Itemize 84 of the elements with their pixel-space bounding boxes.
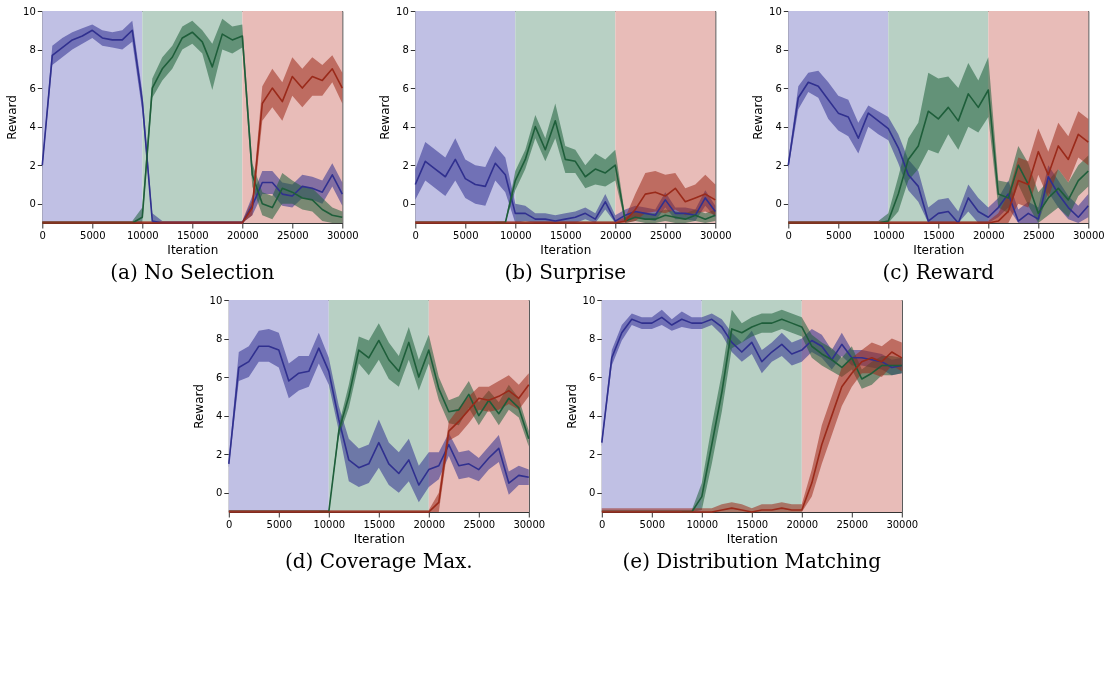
x-tick-label: 10000 — [499, 229, 532, 241]
y-tick-label: 0 — [775, 198, 782, 210]
x-tick-label: 5000 — [453, 229, 479, 241]
y-tick-label: 10 — [582, 294, 596, 306]
y-tick-label: 8 — [775, 44, 782, 56]
y-tick-label: 2 — [775, 159, 782, 171]
y-tick-label: 0 — [29, 198, 36, 210]
line-series — [787, 133, 1090, 224]
y-tick-label: 10 — [769, 5, 782, 17]
y-axis-title: Reward — [191, 384, 206, 429]
x-axis-title: Iteration — [913, 242, 965, 257]
y-tick-label: 8 — [402, 44, 409, 56]
y-tick-label: 6 — [215, 371, 223, 383]
x-tick-label: 15000 — [922, 229, 955, 241]
x-tick-label: 30000 — [699, 229, 732, 241]
x-axis-title: Iteration — [167, 242, 219, 257]
x-tick-label: 20000 — [413, 518, 446, 530]
x-tick-label: 30000 — [886, 518, 919, 530]
x-tick-label: 15000 — [736, 518, 769, 530]
line-series — [414, 187, 717, 224]
y-tick-label: 0 — [402, 198, 409, 210]
x-tick-label: 10000 — [872, 229, 905, 241]
x-tick-label: 20000 — [226, 229, 259, 241]
x-tick-label: 10000 — [126, 229, 159, 241]
text: (b) Surprise — [504, 260, 627, 284]
x-tick-label: 5000 — [266, 518, 293, 530]
x-tick-label: 0 — [226, 518, 233, 530]
x-tick-label: 25000 — [1022, 229, 1055, 241]
x-tick-label: 15000 — [549, 229, 582, 241]
y-tick-label: 4 — [215, 410, 223, 422]
x-tick-label: 0 — [412, 229, 419, 241]
x-tick-label: 5000 — [80, 229, 106, 241]
x-tick-label: 25000 — [649, 229, 682, 241]
x-axis-title: Iteration — [353, 531, 405, 546]
y-tick-label: 2 — [588, 448, 596, 460]
y-tick-label: 0 — [215, 487, 223, 499]
x-tick-label: 5000 — [826, 229, 852, 241]
y-tick-label: 6 — [588, 371, 596, 383]
x-tick-label: 15000 — [176, 229, 209, 241]
x-tick-label: 20000 — [786, 518, 819, 530]
x-tick-label: 0 — [39, 229, 46, 241]
y-tick-label: 4 — [402, 121, 409, 133]
line-series — [228, 345, 530, 486]
y-tick-label: 10 — [209, 294, 223, 306]
y-tick-label: 4 — [588, 410, 596, 422]
x-tick-label: 5000 — [639, 518, 666, 530]
y-tick-label: 2 — [402, 159, 409, 171]
y-tick-label: 4 — [29, 121, 36, 133]
x-axis-title: Iteration — [540, 242, 592, 257]
text: (e) Distribution Matching — [622, 549, 882, 573]
y-tick-label: 8 — [215, 333, 223, 345]
x-tick-label: 25000 — [463, 518, 496, 530]
x-tick-label: 30000 — [1072, 229, 1105, 241]
y-tick-label: 6 — [29, 82, 36, 94]
x-tick-label: 10000 — [686, 518, 719, 530]
y-tick-label: 8 — [588, 333, 596, 345]
y-tick-label: 0 — [588, 487, 596, 499]
y-tick-label: 2 — [215, 448, 223, 460]
x-tick-label: 30000 — [326, 229, 359, 241]
x-tick-label: 15000 — [363, 518, 396, 530]
y-axis-title: Reward — [751, 95, 766, 140]
y-tick-label: 6 — [775, 82, 782, 94]
x-tick-label: 0 — [785, 229, 792, 241]
text: (c) Reward — [882, 260, 995, 284]
y-tick-label: 6 — [402, 82, 409, 94]
y-tick-label: 10 — [396, 5, 409, 17]
x-tick-label: 20000 — [972, 229, 1005, 241]
x-tick-label: 10000 — [313, 518, 346, 530]
x-tick-label: 25000 — [836, 518, 869, 530]
y-tick-label: 8 — [29, 44, 36, 56]
x-tick-label: 25000 — [276, 229, 309, 241]
text: (a) No Selection — [110, 260, 275, 284]
x-tick-label: 30000 — [513, 518, 546, 530]
line-series — [414, 158, 717, 222]
x-tick-label: 0 — [599, 518, 606, 530]
y-tick-label: 4 — [775, 121, 782, 133]
y-axis-title: Reward — [378, 95, 393, 140]
y-tick-label: 10 — [23, 5, 36, 17]
text: (d) Coverage Max. — [284, 549, 473, 573]
x-tick-label: 20000 — [599, 229, 632, 241]
y-axis-title: Reward — [564, 384, 579, 429]
y-axis-title: Reward — [5, 95, 20, 140]
x-axis-title: Iteration — [726, 531, 778, 546]
y-tick-label: 2 — [29, 159, 36, 171]
